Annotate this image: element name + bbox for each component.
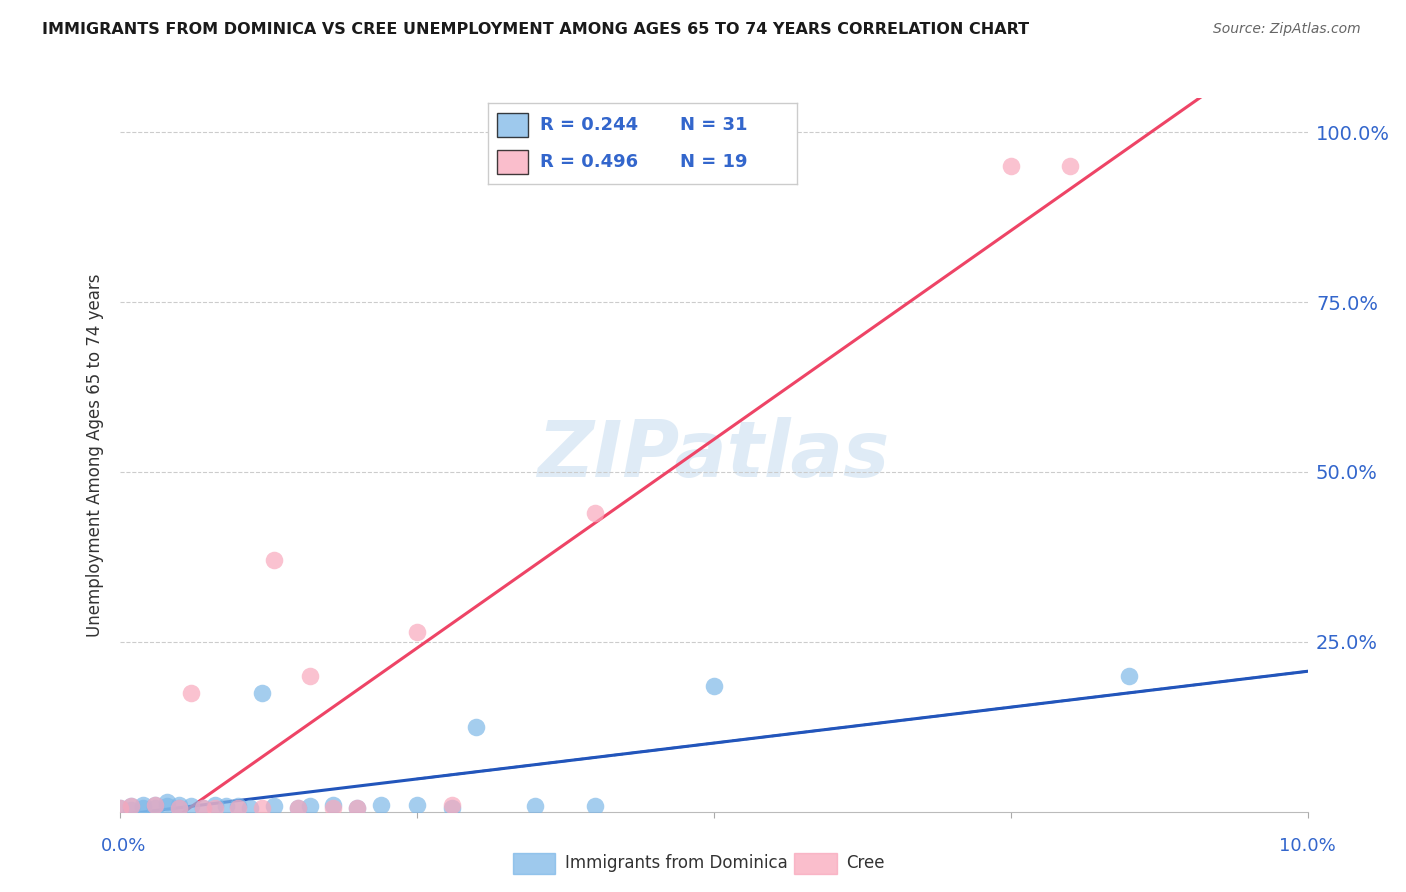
Point bbox=[583, 799, 606, 814]
Point bbox=[143, 797, 166, 812]
Point bbox=[120, 799, 142, 814]
Point bbox=[524, 799, 547, 814]
Point bbox=[120, 799, 142, 814]
Point bbox=[346, 801, 368, 815]
Point bbox=[263, 553, 285, 567]
Point bbox=[441, 801, 464, 815]
Point bbox=[702, 679, 725, 693]
Point bbox=[180, 686, 202, 700]
Point bbox=[156, 795, 179, 809]
Y-axis label: Unemployment Among Ages 65 to 74 years: Unemployment Among Ages 65 to 74 years bbox=[86, 273, 104, 637]
Text: R = 0.244: R = 0.244 bbox=[540, 116, 638, 134]
Point bbox=[143, 797, 166, 812]
Point bbox=[108, 801, 131, 815]
Text: N = 19: N = 19 bbox=[679, 153, 747, 171]
Point bbox=[180, 799, 202, 814]
Point bbox=[263, 799, 285, 814]
Point bbox=[132, 797, 155, 812]
Point bbox=[287, 801, 309, 815]
Text: Source: ZipAtlas.com: Source: ZipAtlas.com bbox=[1213, 22, 1361, 37]
Point bbox=[228, 799, 250, 814]
Point bbox=[441, 797, 464, 812]
Point bbox=[322, 801, 344, 815]
FancyBboxPatch shape bbox=[498, 113, 529, 137]
Point bbox=[239, 801, 262, 815]
Point bbox=[156, 799, 179, 814]
Point bbox=[215, 799, 238, 814]
Point bbox=[287, 801, 309, 815]
Text: Immigrants from Dominica: Immigrants from Dominica bbox=[565, 855, 787, 872]
Point bbox=[583, 506, 606, 520]
Text: R = 0.496: R = 0.496 bbox=[540, 153, 638, 171]
Point bbox=[346, 801, 368, 815]
Point bbox=[250, 801, 273, 815]
Point bbox=[167, 801, 190, 815]
Point bbox=[167, 797, 190, 812]
Point bbox=[204, 797, 226, 812]
Point bbox=[120, 803, 142, 817]
Point bbox=[405, 797, 427, 812]
Point bbox=[1118, 669, 1140, 683]
Point bbox=[322, 797, 344, 812]
Point bbox=[132, 801, 155, 815]
Text: ZIPatlas: ZIPatlas bbox=[537, 417, 890, 493]
Point bbox=[298, 669, 321, 683]
Point bbox=[108, 801, 131, 815]
Point bbox=[191, 801, 214, 815]
FancyBboxPatch shape bbox=[498, 150, 529, 174]
Point bbox=[191, 801, 214, 815]
Text: 0.0%: 0.0% bbox=[101, 837, 146, 855]
Point bbox=[298, 799, 321, 814]
Point bbox=[370, 797, 392, 812]
Point bbox=[167, 801, 190, 815]
Point bbox=[143, 801, 166, 815]
Point bbox=[405, 624, 427, 639]
Point bbox=[228, 801, 250, 815]
Point bbox=[464, 720, 486, 734]
Point bbox=[1000, 159, 1022, 173]
Text: N = 31: N = 31 bbox=[679, 116, 747, 134]
Text: IMMIGRANTS FROM DOMINICA VS CREE UNEMPLOYMENT AMONG AGES 65 TO 74 YEARS CORRELAT: IMMIGRANTS FROM DOMINICA VS CREE UNEMPLO… bbox=[42, 22, 1029, 37]
Text: Cree: Cree bbox=[846, 855, 884, 872]
Point bbox=[1059, 159, 1081, 173]
Point bbox=[204, 801, 226, 815]
Text: 10.0%: 10.0% bbox=[1279, 837, 1336, 855]
Point bbox=[250, 686, 273, 700]
